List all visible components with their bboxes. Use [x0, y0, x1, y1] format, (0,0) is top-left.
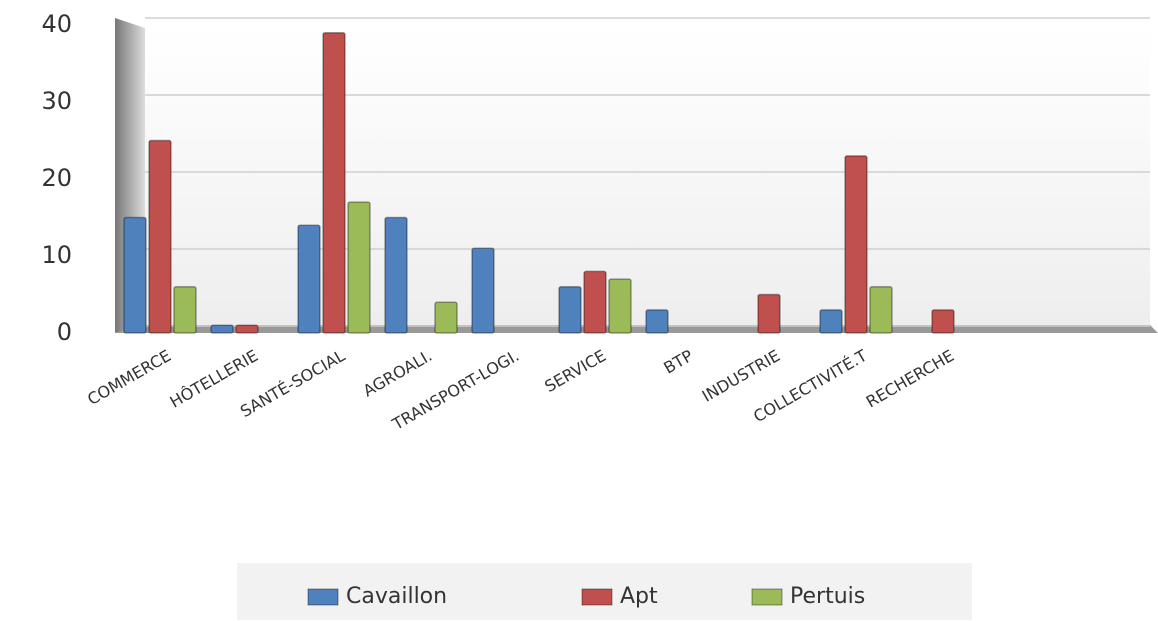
y-tick-label: 20	[41, 164, 72, 192]
y-tick-label: 10	[41, 241, 72, 269]
legend-swatch	[751, 588, 783, 606]
bar	[235, 324, 259, 334]
x-tick-label: RECHERCHE	[863, 346, 958, 412]
back-wall	[145, 28, 1150, 325]
bar	[173, 286, 197, 334]
bar	[844, 155, 868, 334]
bar	[608, 278, 632, 334]
bar	[471, 247, 495, 334]
legend-label: Apt	[620, 584, 658, 609]
bar	[558, 286, 582, 334]
x-tick-label: BTP	[660, 346, 696, 378]
bar	[347, 201, 371, 334]
x-tick-label: COMMERCE	[84, 346, 174, 409]
y-tick-label: 30	[41, 87, 72, 115]
bar	[384, 216, 408, 334]
legend-swatch	[307, 588, 339, 606]
x-tick-label: AGROALI.	[360, 346, 435, 401]
bar	[148, 139, 172, 334]
x-tick-label: INDUSTRIE	[699, 346, 783, 406]
legend-label: Pertuis	[790, 584, 865, 609]
bar	[297, 224, 321, 334]
legend-label: Cavaillon	[346, 584, 447, 609]
y-tick-label: 40	[41, 10, 72, 38]
bar	[757, 293, 781, 334]
x-tick-label: SERVICE	[541, 346, 609, 396]
bar	[869, 286, 893, 334]
bar	[583, 270, 607, 334]
bar	[645, 309, 669, 334]
bar	[123, 216, 147, 334]
y-tick-label: 0	[57, 318, 72, 346]
bar	[434, 301, 458, 334]
bar	[322, 31, 346, 334]
bar	[819, 309, 843, 334]
bar	[931, 309, 955, 334]
floor	[115, 325, 1158, 333]
bar	[210, 324, 234, 334]
legend-swatch	[581, 588, 613, 606]
